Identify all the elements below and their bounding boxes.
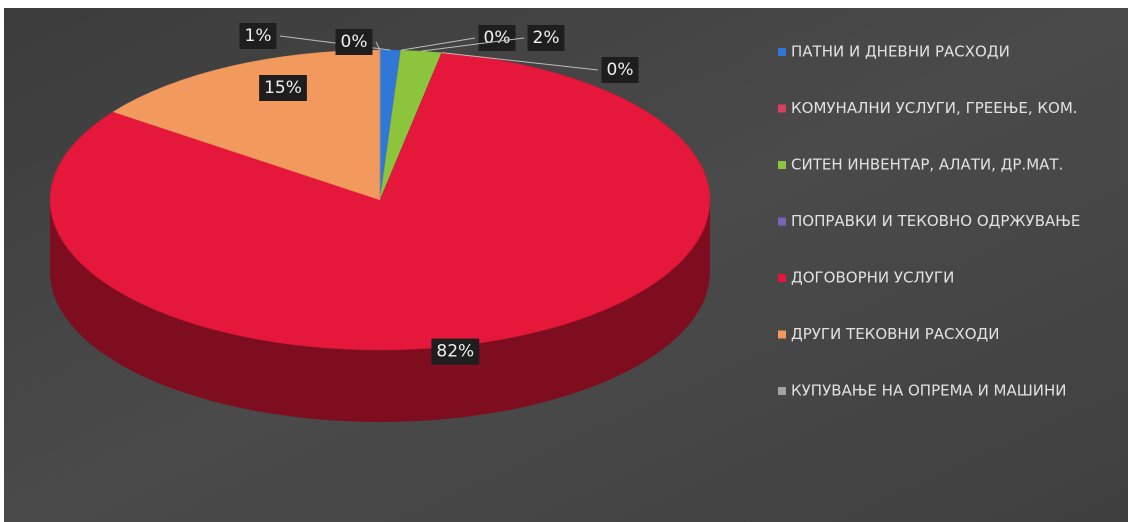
pie-slice [49,52,711,351]
legend-marker [778,217,786,226]
data-label: 0% [607,60,634,80]
leader-line [421,37,525,52]
data-label: 0% [484,28,511,48]
legend-marker [778,104,786,113]
legend-label: ПАТНИ И ДНЕВНИ РАСХОДИ [791,43,1010,61]
legend-label: ДРУГИ ТЕКОВНИ РАСХОДИ [791,325,1000,343]
legend-label: СИТЕН ИНВЕНТАР, АЛАТИ, ДР.МАТ. [791,156,1063,174]
legend-marker [778,48,786,56]
data-label: 82% [436,342,474,362]
legend-label: КУПУВАЊЕ НА ОПРЕМА И МАШИНИ [791,382,1067,400]
data-label-box [431,338,480,365]
leader-line [375,41,381,51]
data-label: 15% [264,78,302,98]
legend-marker [778,387,786,395]
legend-label: ДОГОВОРНИ УСЛУГИ [791,269,954,287]
data-label-box [239,23,277,49]
data-label-box [478,25,516,51]
legend-label: КОМУНАЛНИ УСЛУГИ, ГРЕЕЊЕ, КОМ. [791,99,1078,117]
data-label-box [335,29,373,55]
legend-marker [778,161,786,169]
legend-marker [778,274,786,282]
data-label: 2% [533,28,560,48]
data-label-box [259,75,307,101]
leader-line [441,52,599,71]
data-label-box [527,25,565,51]
legend-label: ПОПРАВКИ И ТЕКОВНО ОДРЖУВАЊЕ [791,212,1080,230]
data-label: 0% [341,32,368,52]
leader-line [400,37,476,51]
data-label-box [601,57,639,83]
legend-marker [778,330,786,339]
pie-slice-side [50,200,710,422]
data-label: 1% [245,26,272,46]
